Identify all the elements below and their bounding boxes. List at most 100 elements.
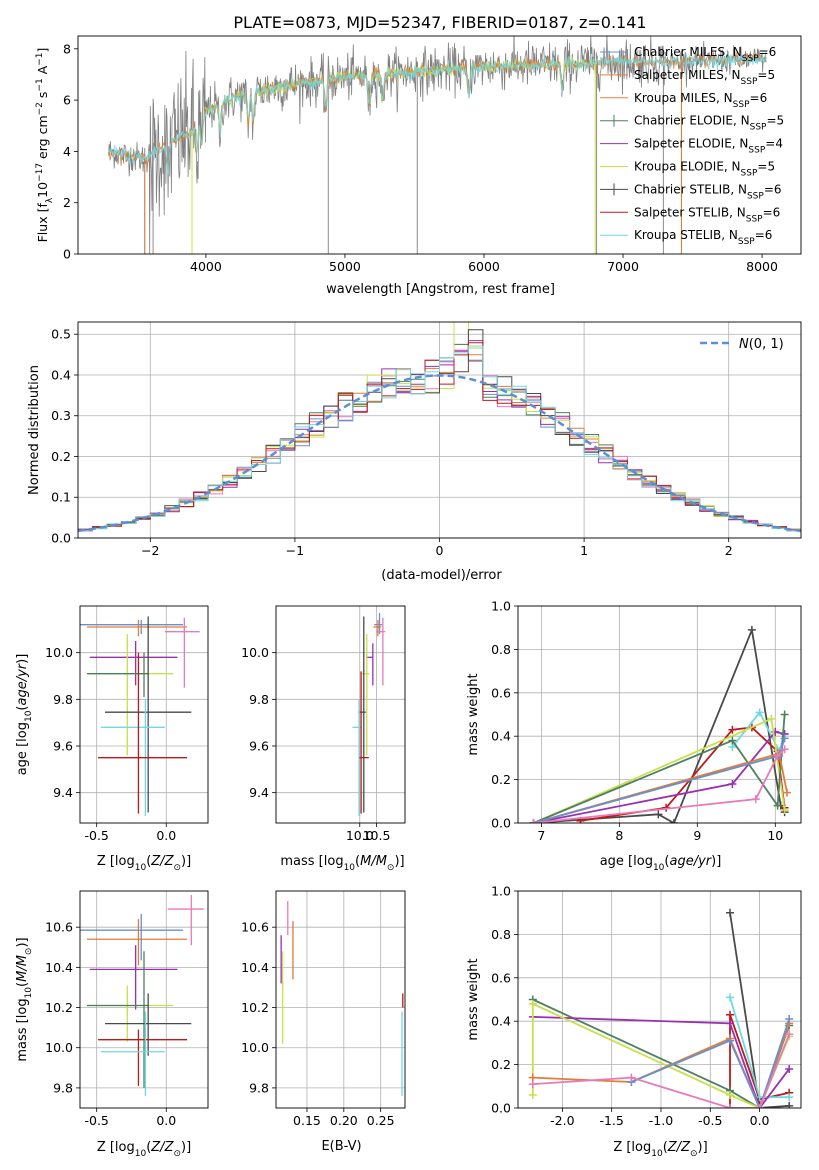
- y-tick-label: 0.0: [491, 1101, 511, 1116]
- error-bar-point: [359, 671, 369, 814]
- weight-marker: [782, 788, 791, 797]
- spectrum-ylabel-part: s: [35, 92, 50, 103]
- mass-vs-Z-xlabel-part: )]: [181, 1140, 191, 1155]
- legend-label-part: =4: [765, 137, 783, 151]
- age-vs-Z-ylabel-part: age/yr: [15, 662, 30, 705]
- legend-label-part: =6: [750, 91, 768, 105]
- y-tick-label: 1.0: [491, 884, 511, 899]
- x-tick-label: 0.0: [156, 1113, 176, 1128]
- y-tick-label: 1.0: [491, 599, 511, 614]
- x-tick-label: -0.5: [85, 1113, 109, 1128]
- x-tick-label: 1: [580, 543, 588, 558]
- y-tick-label: 0.1: [51, 490, 71, 505]
- legend-label: Chabrier MILES, NSSP=6: [634, 45, 776, 64]
- x-tick-label: 0: [436, 543, 444, 558]
- weights-vs-age-frame: [517, 605, 802, 824]
- y-tick-label: 10.6: [241, 920, 269, 935]
- x-tick-label: −2: [141, 543, 159, 558]
- y-tick-label: 0.2: [491, 1057, 511, 1072]
- legend-label-part: SSP: [747, 191, 764, 201]
- y-tick-label: 9.8: [53, 1080, 73, 1095]
- age-vs-mass-frame: [275, 605, 406, 824]
- weight-marker: [726, 993, 735, 1002]
- legend-label-part: SSP: [750, 123, 767, 133]
- age-vs-Z-ylabel-part: (: [15, 706, 30, 711]
- legend-label-part: =6: [764, 182, 782, 196]
- legend-label-part: Kroupa MILES, N: [634, 91, 733, 105]
- weights-vs-age-xlabel-part: )]: [711, 854, 721, 869]
- mass-vs-Z-ylabel-part: 10: [24, 987, 34, 999]
- legend-label-part: =5: [757, 68, 775, 82]
- legend-label: Kroupa ELODIE, NSSP=5: [634, 160, 775, 179]
- error-bar-point: [80, 914, 183, 961]
- weight-marker: [780, 734, 789, 743]
- error-bar-point: [376, 617, 386, 686]
- y-tick-label: 9.4: [53, 785, 73, 800]
- error-bar-point: [373, 620, 382, 637]
- age-vs-Z-ylabel-part: )]: [15, 654, 30, 664]
- weights-vs-Z-xlabel-part: Z [log: [613, 1140, 651, 1155]
- weights-vs-age-ylabel: mass weight: [466, 673, 481, 755]
- error-bar-point: [86, 919, 188, 966]
- weights-vs-age-xlabel-part: (: [664, 854, 669, 869]
- legend-label-part: SSP: [748, 146, 765, 156]
- weights-vs-Z-xlabel: Z [log10(Z/Z⊙)]: [613, 1140, 707, 1159]
- age-vs-Z-ylabel: age [log10(age/yr)]: [15, 654, 34, 776]
- legend-label-part: =6: [759, 45, 777, 59]
- spectrum-ylabel-part: −1: [35, 78, 45, 91]
- mass-vs-Z-xlabel-part: Z [log: [97, 1140, 135, 1155]
- legend-label-part: SSP: [746, 214, 763, 224]
- age-vs-mass-xlabel: mass [log10(M/M⊙)]: [280, 854, 404, 873]
- age-vs-Z-xlabel-part: (: [146, 854, 151, 869]
- error-bar-point: [86, 620, 188, 637]
- legend-label: Salpeter ELODIE, NSSP=4: [634, 137, 783, 156]
- weights-vs-age-xlabel: age [log10(age/yr)]: [600, 854, 722, 873]
- weight-marker: [726, 1019, 735, 1028]
- weight-marker: [747, 625, 756, 634]
- x-tick-label: -0.5: [85, 828, 109, 843]
- x-tick-label: 0.15: [293, 1113, 321, 1128]
- y-tick-label: 0.2: [491, 772, 511, 787]
- legend-label-part: Kroupa ELODIE, N: [634, 160, 741, 174]
- y-tick-label: 9.6: [249, 739, 269, 754]
- error-bar-point: [105, 616, 192, 813]
- legend-label-part: Salpeter ELODIE, N: [634, 137, 748, 151]
- error-bar-point: [167, 895, 204, 946]
- spectrum-ylabel-part: λ: [45, 197, 55, 203]
- y-tick-label: 10.4: [241, 960, 269, 975]
- weight-marker: [528, 999, 537, 1008]
- gaussian-legend-label: N(0, 1): [739, 337, 784, 352]
- legend-label: Salpeter STELIB, NSSP=6: [634, 205, 780, 224]
- weight-marker: [726, 1036, 735, 1045]
- y-tick-label: 9.8: [249, 1080, 269, 1095]
- y-tick-label: 9.6: [53, 739, 73, 754]
- spectrum-ylabel-part: −1: [35, 53, 45, 66]
- age-vs-mass-xlabel-part: )]: [394, 854, 404, 869]
- y-tick-label: 0.5: [51, 327, 71, 342]
- error-bar-point: [89, 945, 178, 1010]
- y-tick-label: 0.8: [491, 927, 511, 942]
- age-vs-mass-xlabel-part: mass [log: [280, 854, 343, 869]
- weight-marker: [669, 819, 678, 823]
- y-tick-label: 0.4: [491, 729, 511, 744]
- x-tick-label: 10: [767, 828, 783, 843]
- x-tick-label: 7000: [607, 259, 639, 274]
- weights-vs-age-xlabel-part: age [log: [600, 854, 653, 869]
- age-vs-Z-xlabel-part: )]: [181, 854, 191, 869]
- legend-label-part: =5: [766, 114, 784, 128]
- y-tick-label: 10.0: [45, 645, 73, 660]
- mass-vs-Z-xlabel-part: Z/Z: [150, 1140, 174, 1155]
- weight-marker: [785, 1064, 794, 1073]
- mass-vs-Z-xlabel-part: 10: [135, 1149, 147, 1159]
- mass-vs-EBV-xlabel: E(B-V): [321, 1139, 361, 1154]
- error-bar-point: [100, 1011, 165, 1096]
- age-vs-mass-xlabel-part: ⊙: [387, 863, 395, 873]
- error-bar-point: [164, 617, 200, 688]
- legend-label: Kroupa MILES, NSSP=6: [634, 91, 767, 110]
- weight-series-line: [533, 730, 785, 823]
- weight-marker: [780, 805, 789, 814]
- mass-vs-Z-ylabel-part: mass [log: [15, 998, 30, 1061]
- spectrum-ylabel-part: −17: [35, 163, 45, 182]
- x-tick-label: 6000: [468, 259, 500, 274]
